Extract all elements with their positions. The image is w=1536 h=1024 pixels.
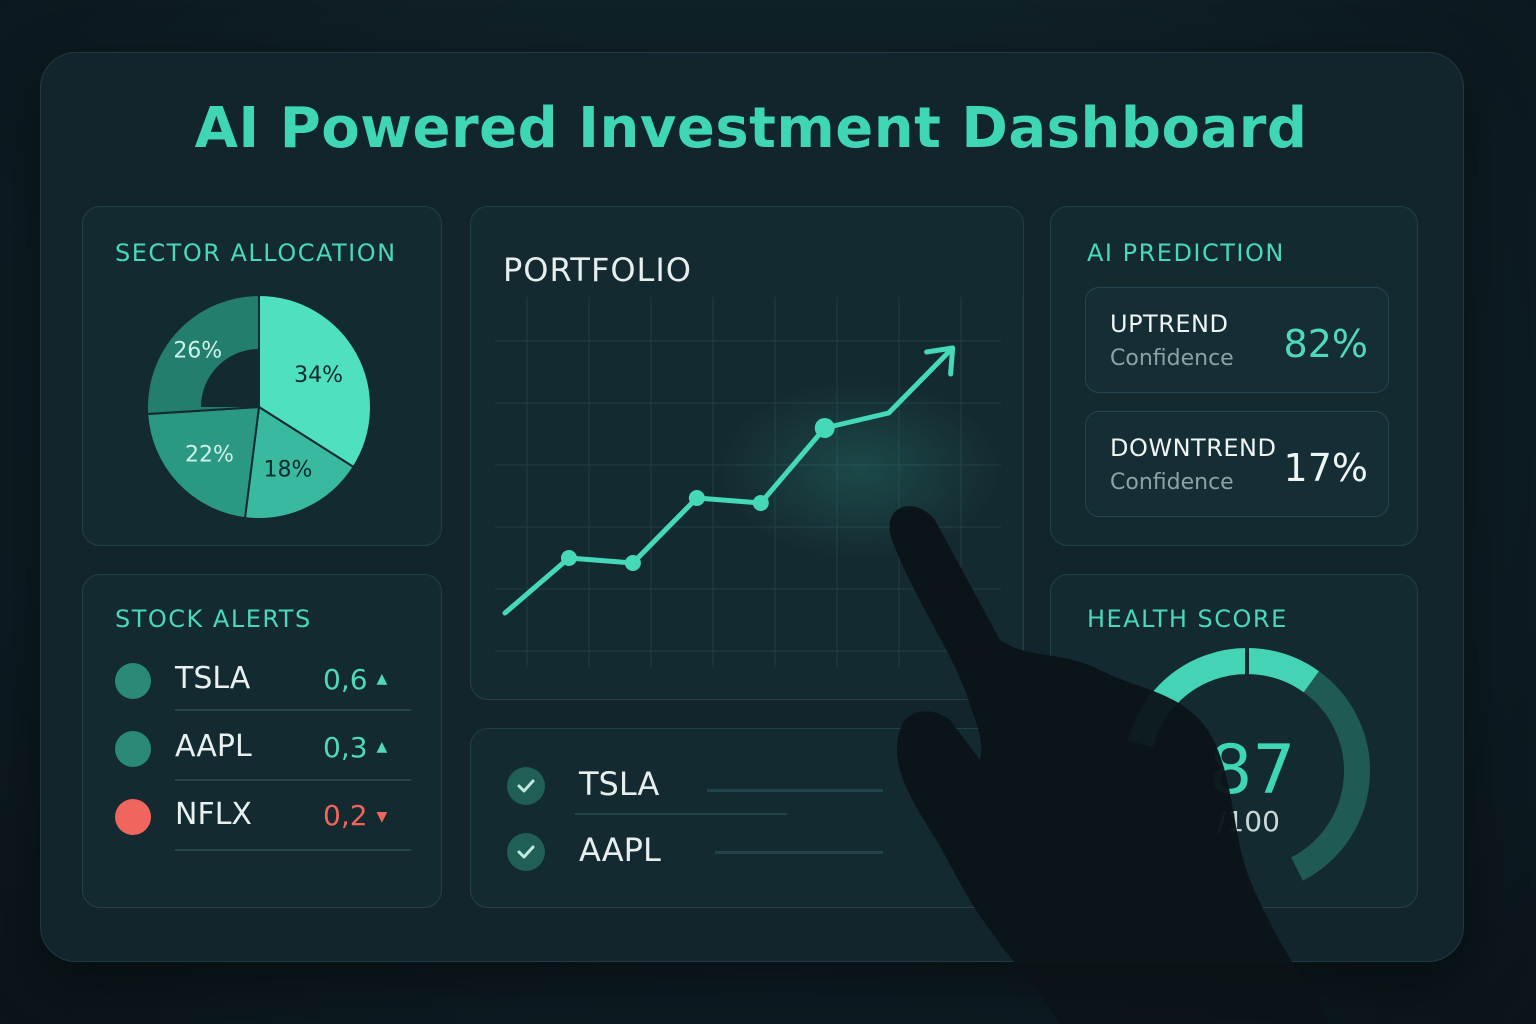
alert-row-aapl[interactable]: AAPL 0,3 ▲: [83, 717, 441, 787]
sector-pie-chart[interactable]: 34% 18% 22% 26%: [83, 207, 441, 545]
sector-allocation-title: SECTOR ALLOCATION: [115, 239, 397, 267]
prediction-value: 82%: [1283, 322, 1368, 366]
portfolio-title: PORTFOLIO: [503, 251, 692, 289]
ai-prediction-card: AI PREDICTION UPTREND Confidence 82% DOW…: [1050, 206, 1418, 546]
portfolio-series-line: [502, 345, 956, 616]
progress-line: [715, 851, 883, 854]
alert-status-dot: [115, 731, 151, 767]
alert-value: 0,6 ▲: [323, 663, 388, 696]
watchlist-symbol: TSLA: [579, 765, 660, 803]
data-point: [688, 490, 705, 506]
data-point: [560, 550, 577, 566]
data-point: [752, 495, 769, 511]
prediction-sub: Confidence: [1110, 346, 1234, 371]
pie-slice-label: 26%: [173, 338, 222, 363]
pie-slice: [243, 405, 355, 520]
divider: [175, 779, 411, 781]
divider: [575, 813, 787, 815]
alert-status-dot: [115, 663, 151, 699]
pie-hole: [201, 349, 259, 407]
stock-alerts-card: STOCK ALERTS TSLA 0,6 ▲ AAPL 0,3 ▲ NFLX …: [82, 574, 442, 908]
health-score-card: HEALTH SCORE 87 /100: [1050, 574, 1418, 908]
prediction-uptrend[interactable]: UPTREND Confidence 82%: [1085, 287, 1389, 393]
watchlist-row-aapl[interactable]: AAPL: [471, 823, 1023, 883]
stock-alerts-title: STOCK ALERTS: [115, 605, 312, 633]
alert-value: 0,3 ▲: [323, 731, 388, 764]
page-title: AI Powered Investment Dashboard: [194, 96, 1308, 161]
prediction-downtrend[interactable]: DOWNTREND Confidence 17%: [1085, 411, 1389, 517]
prediction-label: UPTREND: [1110, 310, 1229, 338]
data-point: [814, 418, 835, 438]
pie-slice-label: 18%: [263, 458, 312, 483]
data-point: [624, 555, 641, 571]
health-score-max: /100: [1217, 805, 1280, 838]
portfolio-card: PORTFOLIO: [470, 206, 1024, 700]
divider: [175, 849, 411, 851]
alert-row-nflx[interactable]: NFLX 0,2 ▼: [83, 787, 441, 857]
alert-symbol: TSLA: [175, 661, 251, 696]
sector-allocation-card: SECTOR ALLOCATION 34% 18% 22% 26%: [82, 206, 442, 546]
alert-status-dot: [115, 799, 151, 835]
pie-slice-label: 22%: [185, 443, 234, 468]
pie-slice: [146, 405, 261, 520]
prediction-value: 17%: [1283, 446, 1368, 490]
progress-line: [707, 789, 883, 792]
alert-symbol: NFLX: [175, 797, 252, 832]
prediction-sub: Confidence: [1110, 470, 1234, 495]
check-icon[interactable]: [507, 833, 545, 871]
watchlist-card: TSLA AAPL: [470, 728, 1024, 908]
check-icon[interactable]: [507, 767, 545, 805]
arrow-up-icon: ▲: [376, 739, 388, 755]
arrow-up-right-icon: [924, 345, 956, 377]
alert-row-tsla[interactable]: TSLA 0,6 ▲: [83, 647, 441, 717]
ai-prediction-title: AI PREDICTION: [1087, 239, 1285, 267]
arrow-down-icon: ▼: [376, 809, 388, 825]
health-score-value: 87: [1209, 731, 1296, 810]
prediction-label: DOWNTREND: [1110, 434, 1277, 462]
alert-symbol: AAPL: [175, 729, 252, 764]
divider: [175, 709, 411, 711]
pie-slice-label: 34%: [294, 363, 343, 388]
arrow-up-icon: ▲: [376, 671, 388, 687]
watchlist-symbol: AAPL: [579, 831, 661, 869]
watchlist-row-tsla[interactable]: TSLA: [471, 757, 1023, 817]
alert-value: 0,2 ▼: [323, 799, 388, 832]
